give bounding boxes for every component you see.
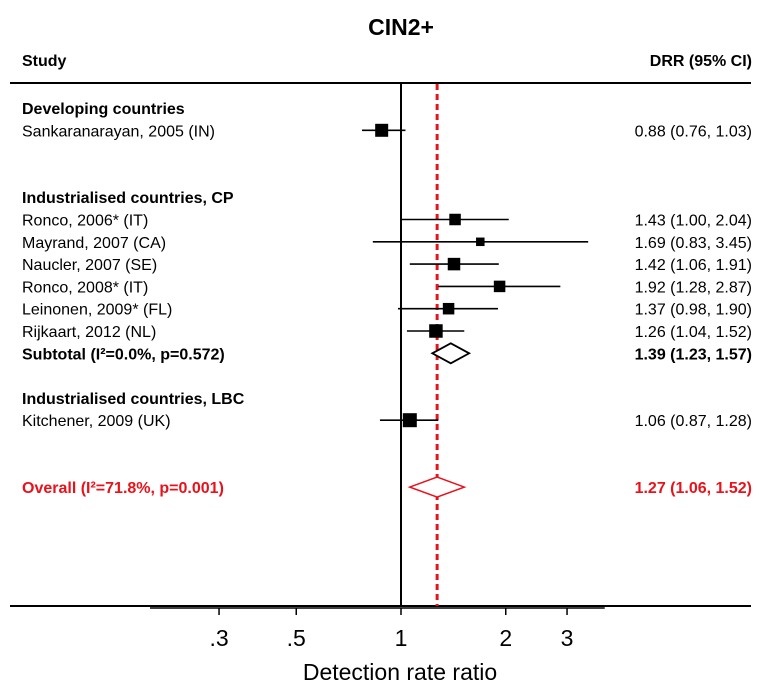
ci-text: 0.88 (0.76, 1.03)	[635, 123, 752, 140]
subtotal-ci-text: 1.39 (1.23, 1.57)	[635, 346, 752, 363]
ci-text: 1.06 (0.87, 1.28)	[635, 413, 752, 430]
x-tick-label: .3	[209, 625, 228, 651]
x-tick-label: 2	[499, 625, 512, 651]
subtotal-diamond	[430, 342, 472, 365]
study-column-header: Study	[22, 53, 67, 70]
ci-text: 1.37 (0.98, 1.90)	[635, 302, 752, 319]
ci-text: 1.92 (1.28, 2.87)	[635, 279, 752, 296]
point-estimate-marker	[402, 413, 417, 428]
study-label: Mayrand, 2007 (CA)	[22, 235, 166, 252]
chart-title: CIN2+	[368, 14, 434, 40]
point-estimate-marker	[429, 324, 443, 338]
ci-text: 1.69 (0.83, 3.45)	[635, 235, 752, 252]
study-label: Kitchener, 2009 (UK)	[22, 413, 171, 430]
point-estimate-marker	[442, 302, 455, 315]
group-header: Industrialised countries, LBC	[22, 391, 245, 408]
point-estimate-marker	[449, 213, 461, 226]
group-header: Developing countries	[22, 101, 185, 118]
overall-diamond	[407, 476, 467, 498]
point-estimate-marker	[493, 280, 506, 293]
ci-text: 1.26 (1.04, 1.52)	[635, 324, 752, 341]
ci-column-header: DRR (95% CI)	[650, 53, 752, 70]
group-header: Industrialised countries, CP	[22, 190, 234, 207]
x-axis-label: Detection rate ratio	[303, 659, 497, 685]
study-label: Leinonen, 2009* (FL)	[22, 302, 172, 319]
overall-label: Overall (I²=71.8%, p=0.001)	[22, 480, 224, 497]
x-tick-label: 1	[395, 625, 408, 651]
study-label: Ronco, 2008* (IT)	[22, 279, 148, 296]
ci-text: 1.42 (1.06, 1.91)	[635, 257, 752, 274]
overall-ci-text: 1.27 (1.06, 1.52)	[635, 480, 752, 497]
study-label: Rijkaart, 2012 (NL)	[22, 324, 156, 341]
study-label: Sankaranarayan, 2005 (IN)	[22, 123, 215, 140]
subtotal-label: Subtotal (I²=0.0%, p=0.572)	[22, 346, 225, 363]
point-estimate-marker	[447, 257, 461, 271]
x-tick-label: .5	[287, 625, 306, 651]
point-estimate-marker	[476, 237, 485, 247]
point-estimate-marker	[375, 123, 389, 137]
ci-text: 1.43 (1.00, 2.04)	[635, 213, 752, 230]
study-label: Naucler, 2007 (SE)	[22, 257, 157, 274]
x-tick-label: 3	[561, 625, 574, 651]
study-label: Ronco, 2006* (IT)	[22, 213, 148, 230]
